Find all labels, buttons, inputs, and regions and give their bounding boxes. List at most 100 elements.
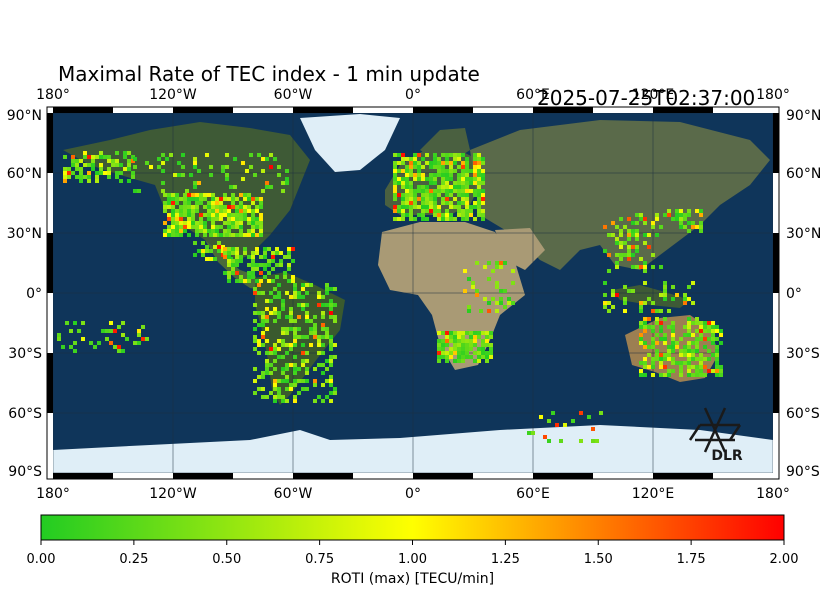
roti-pixel (115, 175, 119, 179)
roti-pixel (449, 165, 453, 169)
roti-pixel (305, 315, 309, 319)
roti-pixel (77, 329, 81, 333)
roti-pixel (69, 345, 73, 349)
roti-pixel (255, 263, 259, 267)
roti-pixel (211, 193, 215, 197)
roti-pixel (425, 201, 429, 205)
roti-pixel (687, 221, 691, 225)
roti-pixel (679, 217, 683, 221)
roti-pixel (461, 181, 465, 185)
roti-pixel (703, 357, 707, 361)
roti-pixel (71, 163, 75, 167)
roti-pixel (393, 161, 397, 165)
roti-pixel (255, 197, 259, 201)
roti-pixel (461, 185, 465, 189)
roti-pixel (137, 341, 141, 345)
roti-pixel (477, 201, 481, 205)
roti-pixel (421, 177, 425, 181)
roti-pixel (261, 343, 265, 347)
roti-pixel (63, 155, 67, 159)
roti-pixel (263, 251, 267, 255)
roti-pixel (441, 161, 445, 165)
roti-pixel (193, 157, 197, 161)
roti-pixel (285, 331, 289, 335)
roti-pixel (329, 375, 333, 379)
roti-pixel (247, 263, 251, 267)
roti-pixel (465, 169, 469, 173)
frame-segment (233, 473, 293, 479)
roti-pixel (301, 379, 305, 383)
roti-pixel (73, 341, 77, 345)
roti-pixel (275, 247, 279, 251)
roti-pixel (67, 175, 71, 179)
roti-pixel (719, 373, 723, 377)
roti-pixel (425, 197, 429, 201)
roti-pixel (227, 255, 231, 259)
roti-pixel (691, 301, 695, 305)
roti-pixel (611, 221, 615, 225)
roti-pixel (627, 253, 631, 257)
roti-pixel (231, 221, 235, 225)
roti-pixel (647, 365, 651, 369)
roti-pixel (107, 171, 111, 175)
roti-pixel (231, 197, 235, 201)
roti-pixel (655, 349, 659, 353)
roti-pixel (321, 315, 325, 319)
roti-pixel (281, 343, 285, 347)
roti-pixel (329, 391, 333, 395)
roti-pixel (239, 279, 243, 283)
roti-pixel (215, 209, 219, 213)
roti-pixel (271, 279, 275, 283)
roti-pixel (253, 287, 257, 291)
roti-pixel (267, 259, 271, 263)
roti-pixel (461, 177, 465, 181)
roti-pixel (243, 205, 247, 209)
roti-pixel (137, 189, 141, 193)
roti-pixel (503, 261, 507, 265)
roti-pixel (675, 209, 679, 213)
roti-pixel (675, 217, 679, 221)
roti-pixel (321, 295, 325, 299)
roti-pixel (475, 261, 479, 265)
roti-pixel (265, 327, 269, 331)
map-timestamp: 2025-07-25T02:37:00 (537, 86, 756, 110)
roti-pixel (97, 341, 101, 345)
roti-pixel (329, 383, 333, 387)
roti-pixel (655, 233, 659, 237)
roti-pixel (79, 171, 83, 175)
roti-pixel (199, 225, 203, 229)
roti-pixel (285, 351, 289, 355)
roti-pixel (115, 163, 119, 167)
roti-pixel (223, 221, 227, 225)
roti-pixel (659, 293, 663, 297)
roti-pixel (271, 259, 275, 263)
roti-pixel (457, 335, 461, 339)
roti-pixel (317, 351, 321, 355)
roti-pixel (687, 353, 691, 357)
roti-pixel (281, 399, 285, 403)
roti-pixel (453, 181, 457, 185)
roti-pixel (251, 217, 255, 221)
roti-pixel (445, 177, 449, 181)
roti-pixel (475, 293, 479, 297)
roti-pixel (293, 371, 297, 375)
roti-pixel (79, 179, 83, 183)
roti-pixel (255, 205, 259, 209)
roti-pixel (457, 193, 461, 197)
roti-pixel (179, 213, 183, 217)
roti-pixel (453, 169, 457, 173)
roti-pixel (191, 213, 195, 217)
roti-pixel (703, 321, 707, 325)
roti-pixel (305, 351, 309, 355)
roti-pixel (107, 155, 111, 159)
roti-pixel (243, 209, 247, 213)
roti-pixel (465, 197, 469, 201)
roti-pixel (259, 271, 263, 275)
roti-pixel (401, 161, 405, 165)
roti-pixel (203, 225, 207, 229)
roti-pixel (261, 395, 265, 399)
roti-pixel (465, 193, 469, 197)
roti-pixel (289, 383, 293, 387)
roti-pixel (197, 169, 201, 173)
roti-pixel (663, 373, 667, 377)
